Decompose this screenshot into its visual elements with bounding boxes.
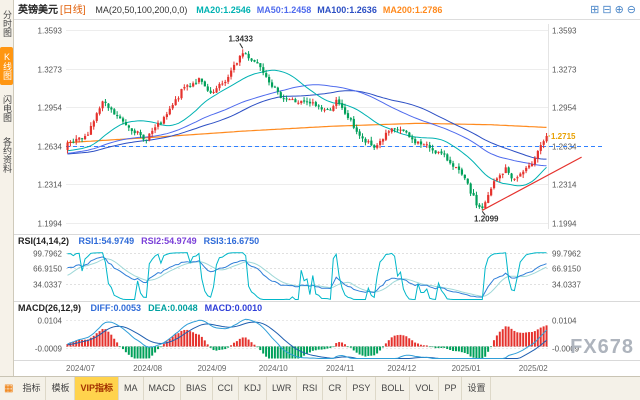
svg-text:-0.0009: -0.0009 (35, 345, 63, 354)
svg-text:1.2314: 1.2314 (38, 181, 63, 190)
date-label-3: 2024/10 (258, 364, 288, 373)
svg-text:1.1994: 1.1994 (552, 220, 577, 229)
ma-value-1: MA50:1.2458 (256, 5, 312, 15)
svg-text:1.3593: 1.3593 (552, 27, 577, 36)
svg-text:-0.0009: -0.0009 (552, 345, 580, 354)
rsi-value-label-2: RSI3:16.6750 (203, 236, 260, 246)
svg-text:34.0337: 34.0337 (33, 281, 62, 290)
ma-settings-label[interactable]: MA(20,50,100,200,0,0) (95, 5, 188, 15)
toolbar-item-9[interactable]: RSI (297, 377, 324, 400)
rsi-panel-header: RSI(14,14,2) RSI1:54.9749 RSI2:54.9749 RSI… (14, 234, 640, 247)
svg-text:1.3273: 1.3273 (38, 66, 63, 75)
date-label-1: 2024/08 (133, 364, 163, 373)
svg-text:1.3593: 1.3593 (38, 27, 63, 36)
svg-text:66.9150: 66.9150 (552, 265, 581, 274)
toolbar-item-10[interactable]: CR (323, 377, 348, 400)
toolbar-item-14[interactable]: PP (439, 377, 463, 400)
grid-layout-icon[interactable]: ⊞ (590, 4, 600, 16)
zoom-in-icon[interactable]: ⊕ (614, 4, 624, 16)
macd-value-label-0: DIFF:0.0053 (90, 303, 142, 313)
layout-grid-icon[interactable]: ▦ (4, 383, 14, 394)
macd-value-label-1: DEA:0.0048 (148, 303, 198, 313)
macd-value-label-2: MACD:0.0010 (204, 303, 263, 313)
rsi-indicator-chart[interactable]: 99.7962 99.7962 66.9150 66.9150 34.0337 34.03… (14, 247, 640, 301)
svg-text:99.7962: 99.7962 (33, 250, 62, 259)
toolbar-item-13[interactable]: VOL (410, 377, 440, 400)
toolbar-item-1[interactable]: 模板 (46, 377, 76, 400)
svg-text:0.0104: 0.0104 (38, 317, 63, 326)
macd-title: MACD(26,12,9) (18, 303, 82, 313)
svg-text:1.2954: 1.2954 (38, 104, 63, 113)
date-label-2: 2024/09 (197, 364, 227, 373)
sidebar-item-kline-chart[interactable]: K线图 (0, 47, 13, 85)
svg-text:1.2954: 1.2954 (552, 104, 577, 113)
zoom-out-icon[interactable]: ⊖ (626, 4, 636, 16)
sidebar-item-contract-info[interactable]: 各约资料 (2, 137, 12, 173)
svg-text:1.2634: 1.2634 (38, 143, 63, 152)
date-label-6: 2025/01 (451, 364, 481, 373)
rsi-value-label-1: RSI2:54.9749 (141, 236, 197, 246)
ma-values: MA20:1.2546 MA50:1.2458 MA100:1.2636 MA200:… (190, 5, 442, 16)
toolbar-item-15[interactable]: 设置 (462, 377, 492, 400)
toolbar-item-12[interactable]: BOLL (376, 377, 411, 400)
toolbar-item-4[interactable]: MACD (144, 377, 181, 400)
toolbar-item-6[interactable]: CCI (213, 377, 240, 400)
toolbar-item-8[interactable]: LWR (267, 377, 298, 400)
toolbar-item-5[interactable]: BIAS (181, 377, 213, 400)
ma-value-2: MA100:1.2636 (317, 5, 377, 15)
svg-text:66.9150: 66.9150 (33, 265, 62, 274)
macd-labels: DIFF:0.0053 DEA:0.0048 MACD:0.0010 (84, 303, 263, 313)
ma-value-0: MA20:1.2546 (196, 5, 251, 15)
ma-value-3: MA200:1.2786 (382, 5, 443, 15)
toolbar-item-2[interactable]: VIP指标 (75, 377, 119, 400)
svg-text:1.2099: 1.2099 (474, 214, 499, 223)
svg-text:0.0104: 0.0104 (552, 317, 577, 326)
chart-header: 英镑美元 [日线] MA(20,50,100,200,0,0) MA20:1.25… (14, 0, 640, 20)
svg-text:1.3273: 1.3273 (552, 66, 577, 75)
toolbar-item-7[interactable]: KDJ (239, 377, 268, 400)
date-label-4: 2024/11 (325, 364, 355, 373)
toolbar-item-3[interactable]: MA (119, 377, 144, 400)
main-price-chart[interactable]: 1.3593 1.3593 1.3273 1.3273 1.2954 1.2954 1.26… (14, 20, 640, 234)
macd-panel-header: MACD(26,12,9) DIFF:0.0053 DEA:0.0048 MACD:… (14, 301, 640, 314)
svg-text:1.2715: 1.2715 (551, 132, 576, 141)
header-icons: ⊞ ⊟ ⊕ ⊖ (587, 0, 636, 19)
sidebar: 分时图 K线图 闪电图 各约资料 (0, 0, 14, 376)
bottom-toolbar: ▦ 指标 模板 VIP指标 MA MACD BIAS CCI KDJ LWR RSI CR PSY BO… (0, 376, 640, 400)
chart-area: 英镑美元 [日线] MA(20,50,100,200,0,0) MA20:1.25… (14, 0, 640, 376)
toolbar-item-0[interactable]: 指标 (17, 377, 47, 400)
symbol-title: 英镑美元 (18, 5, 58, 16)
rsi-title: RSI(14,14,2) (18, 236, 70, 246)
toolbar-item-11[interactable]: PSY (347, 377, 377, 400)
sidebar-item-lightning-chart[interactable]: 闪电图 (2, 95, 12, 122)
period-tag[interactable]: [日线] (60, 5, 86, 16)
rsi-labels: RSI1:54.9749 RSI2:54.9749 RSI3:16.6750 (72, 236, 260, 246)
date-label-0: 2024/07 (66, 364, 95, 373)
svg-text:1.3433: 1.3433 (228, 34, 253, 43)
rsi-value-label-0: RSI1:54.9749 (78, 236, 135, 246)
split-layout-icon[interactable]: ⊟ (602, 4, 612, 16)
date-axis: 2024/07 2024/08 2024/09 2024/10 2024/11 2024/… (14, 360, 640, 376)
svg-text:34.0337: 34.0337 (552, 281, 581, 290)
macd-indicator-chart[interactable]: 0.0104 0.0104 -0.0009 -0.0009 (14, 314, 640, 360)
date-label-7: 2025/02 (518, 364, 548, 373)
svg-text:99.7962: 99.7962 (552, 250, 581, 259)
sidebar-item-timeshare-chart[interactable]: 分时图 (2, 10, 12, 37)
date-label-5: 2024/12 (387, 364, 417, 373)
svg-text:1.1994: 1.1994 (38, 220, 63, 229)
svg-text:1.2314: 1.2314 (552, 181, 577, 190)
